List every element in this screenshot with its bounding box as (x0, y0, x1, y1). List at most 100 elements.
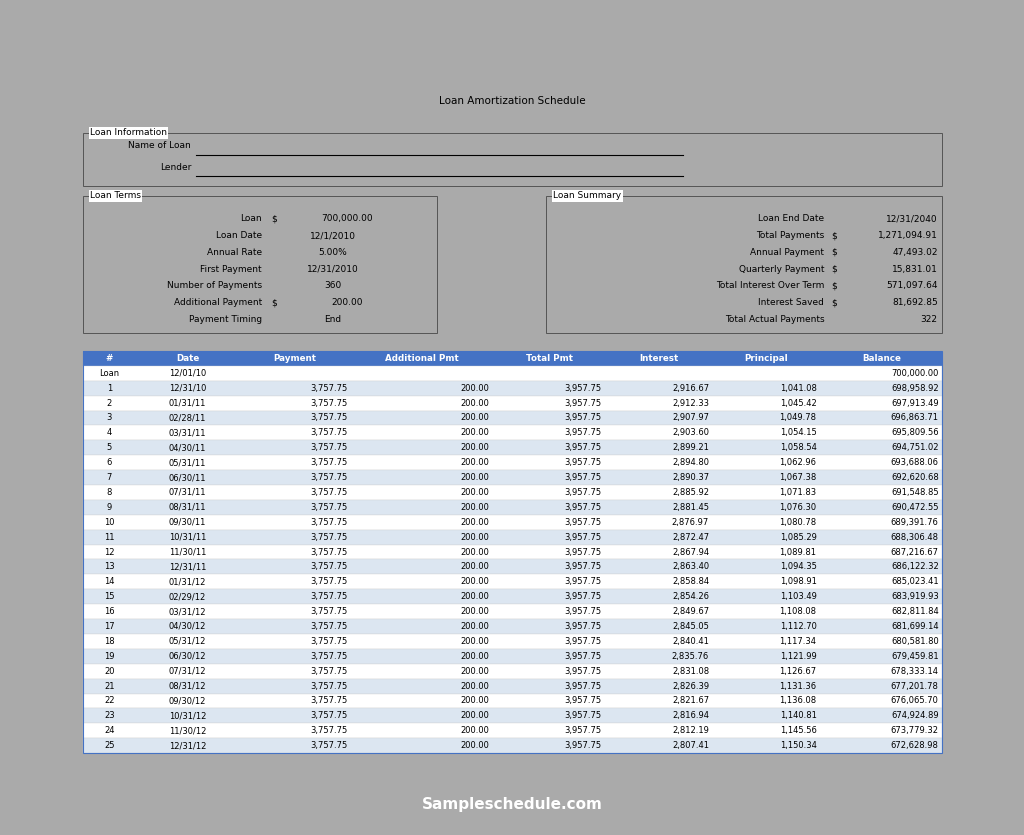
Text: 3,757.75: 3,757.75 (310, 652, 347, 660)
Text: 2,890.37: 2,890.37 (672, 473, 709, 482)
Text: 2,916.67: 2,916.67 (672, 383, 709, 392)
Text: 2,849.67: 2,849.67 (672, 607, 709, 616)
Text: Sampleschedule.com: Sampleschedule.com (422, 797, 602, 812)
Text: 06/30/11: 06/30/11 (169, 473, 206, 482)
Text: 15,831.01: 15,831.01 (892, 265, 938, 274)
Text: 10/31/11: 10/31/11 (169, 533, 206, 542)
Text: 360: 360 (325, 281, 342, 291)
Text: 695,809.56: 695,809.56 (891, 428, 939, 438)
FancyBboxPatch shape (83, 559, 942, 574)
FancyBboxPatch shape (83, 605, 942, 619)
Text: Total Payments: Total Payments (756, 231, 824, 240)
Text: 3,957.75: 3,957.75 (564, 443, 601, 453)
Text: Loan Terms: Loan Terms (90, 191, 141, 200)
Text: 3,757.75: 3,757.75 (310, 577, 347, 586)
Text: 3,957.75: 3,957.75 (564, 398, 601, 407)
Text: 4: 4 (106, 428, 112, 438)
Text: 200.00: 200.00 (461, 533, 489, 542)
Text: $: $ (830, 248, 837, 257)
Text: 696,863.71: 696,863.71 (891, 413, 939, 423)
Text: 200.00: 200.00 (461, 741, 489, 750)
Text: 3,757.75: 3,757.75 (310, 726, 347, 736)
Text: 2,903.60: 2,903.60 (672, 428, 709, 438)
Text: 200.00: 200.00 (461, 592, 489, 601)
Text: Loan: Loan (241, 215, 262, 223)
Text: 2,821.67: 2,821.67 (672, 696, 709, 706)
Text: 2,885.92: 2,885.92 (672, 488, 709, 497)
Text: 3,757.75: 3,757.75 (310, 503, 347, 512)
Text: 12/31/10: 12/31/10 (169, 383, 206, 392)
Text: 2,867.94: 2,867.94 (672, 548, 709, 556)
Text: 200.00: 200.00 (461, 413, 489, 423)
Text: Total Pmt: Total Pmt (525, 354, 572, 363)
Text: 7: 7 (106, 473, 112, 482)
Text: 3,757.75: 3,757.75 (310, 666, 347, 676)
Text: 1,121.99: 1,121.99 (780, 652, 816, 660)
Text: 3,757.75: 3,757.75 (310, 398, 347, 407)
FancyBboxPatch shape (83, 529, 942, 544)
Text: 1,145.56: 1,145.56 (779, 726, 816, 736)
Text: 3,757.75: 3,757.75 (310, 548, 347, 556)
Text: 1,080.78: 1,080.78 (779, 518, 816, 527)
Text: 200.00: 200.00 (461, 726, 489, 736)
Text: 697,913.49: 697,913.49 (891, 398, 939, 407)
Text: 3,757.75: 3,757.75 (310, 443, 347, 453)
Text: 200.00: 200.00 (461, 681, 489, 691)
Text: 81,692.85: 81,692.85 (892, 298, 938, 307)
Text: 24: 24 (104, 726, 115, 736)
Text: 22: 22 (104, 696, 115, 706)
Text: 11/30/11: 11/30/11 (169, 548, 206, 556)
Text: 687,216.67: 687,216.67 (891, 548, 939, 556)
Text: 691,548.85: 691,548.85 (891, 488, 939, 497)
Text: 04/30/11: 04/30/11 (169, 443, 206, 453)
Text: 200.00: 200.00 (461, 652, 489, 660)
Text: 02/28/11: 02/28/11 (169, 413, 206, 423)
Text: 3,957.75: 3,957.75 (564, 563, 601, 571)
Text: 1,150.34: 1,150.34 (779, 741, 816, 750)
Text: 3,957.75: 3,957.75 (564, 473, 601, 482)
FancyBboxPatch shape (83, 694, 942, 708)
Text: 200.00: 200.00 (461, 696, 489, 706)
Text: 5: 5 (106, 443, 112, 453)
Text: 04/30/12: 04/30/12 (169, 622, 206, 631)
Text: 2,812.19: 2,812.19 (672, 726, 709, 736)
Text: Date: Date (176, 354, 200, 363)
Text: 200.00: 200.00 (461, 548, 489, 556)
Text: Number of Payments: Number of Payments (167, 281, 262, 291)
Text: $: $ (830, 265, 837, 274)
Text: 9: 9 (106, 503, 112, 512)
Text: 689,391.76: 689,391.76 (891, 518, 939, 527)
Text: Loan Summary: Loan Summary (553, 191, 622, 200)
Text: 200.00: 200.00 (461, 563, 489, 571)
Text: 14: 14 (104, 577, 115, 586)
Text: 571,097.64: 571,097.64 (886, 281, 938, 291)
Text: 1,112.70: 1,112.70 (779, 622, 816, 631)
Text: 1,041.08: 1,041.08 (779, 383, 816, 392)
Text: 19: 19 (104, 652, 115, 660)
FancyBboxPatch shape (83, 723, 942, 738)
Text: 676,065.70: 676,065.70 (891, 696, 939, 706)
Text: 1,140.81: 1,140.81 (779, 711, 816, 721)
FancyBboxPatch shape (83, 396, 942, 411)
Text: 11: 11 (104, 533, 115, 542)
Text: 1,085.29: 1,085.29 (779, 533, 816, 542)
Text: 2: 2 (106, 398, 112, 407)
Text: 692,620.68: 692,620.68 (891, 473, 939, 482)
Text: 3,957.75: 3,957.75 (564, 503, 601, 512)
Text: 17: 17 (104, 622, 115, 631)
Text: 1,054.15: 1,054.15 (780, 428, 816, 438)
Text: 1: 1 (106, 383, 112, 392)
Text: 3,957.75: 3,957.75 (564, 666, 601, 676)
Text: 690,472.55: 690,472.55 (891, 503, 939, 512)
Text: 1,117.34: 1,117.34 (779, 637, 816, 646)
Text: 1,103.49: 1,103.49 (779, 592, 816, 601)
Text: 700,000.00: 700,000.00 (891, 369, 939, 377)
Text: 3,957.75: 3,957.75 (564, 533, 601, 542)
Text: 2,845.05: 2,845.05 (672, 622, 709, 631)
Text: 200.00: 200.00 (461, 458, 489, 467)
Text: $: $ (830, 231, 837, 240)
Text: 698,958.92: 698,958.92 (891, 383, 939, 392)
Text: 3,957.75: 3,957.75 (564, 681, 601, 691)
Text: 200.00: 200.00 (461, 503, 489, 512)
Text: 2,854.26: 2,854.26 (672, 592, 709, 601)
